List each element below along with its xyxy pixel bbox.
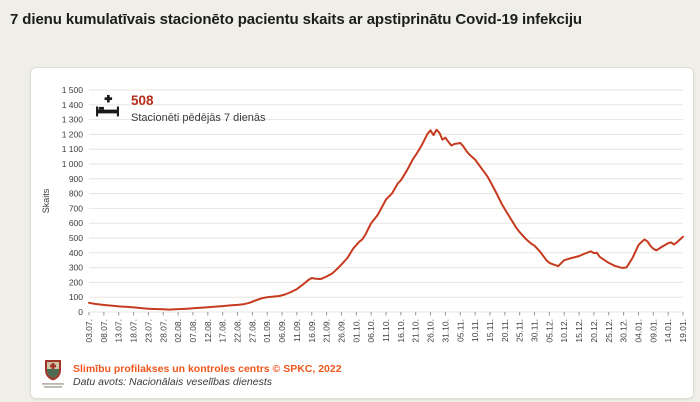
- annotation-value: 508: [131, 93, 154, 108]
- y-tick-label: 400: [69, 248, 83, 258]
- x-tick-label: 28.07.: [158, 319, 168, 343]
- logo-caption-lines: [42, 383, 64, 388]
- x-tick-label: 01.09.: [262, 319, 272, 343]
- line-chart: 0 100 200 300 400 500 600 700 800 900 1 000 1 100 1 …: [41, 85, 688, 343]
- data-source-line: Datu avots: Nacionālais veselības dienes…: [73, 376, 273, 388]
- x-tick-label: 30.12.: [619, 319, 629, 343]
- y-tick-label: 1 000: [62, 159, 84, 169]
- x-tick-label: 08.07.: [99, 319, 109, 343]
- x-tick-label: 01.10.: [351, 319, 361, 343]
- x-tick-label: 21.10.: [411, 319, 421, 343]
- x-tick-label: 02.08.: [173, 319, 183, 343]
- x-tick-label: 07.08.: [188, 319, 198, 343]
- x-tick-label: 11.09.: [292, 319, 302, 342]
- page-title: 7 dienu kumulatīvais stacionēto pacientu…: [10, 11, 582, 28]
- x-tick-label: 10.12.: [559, 319, 569, 343]
- x-tick-label: 06.09.: [277, 319, 287, 343]
- x-tick-label: 23.07.: [143, 319, 153, 343]
- chart-area: 0 100 200 300 400 500 600 700 800 900 1 000 1 100 1 …: [37, 76, 688, 373]
- x-tick-label: 10.11.: [470, 319, 480, 342]
- x-tick-label: 26.09.: [336, 319, 346, 343]
- y-tick-label: 600: [69, 218, 83, 228]
- hospital-bed-plus-icon: [96, 94, 119, 117]
- hospitalized-annotation: 508 Stacionēti pēdējās 7 dienās: [95, 93, 266, 124]
- x-tick-label: 04.01.: [633, 319, 643, 343]
- x-tick-label: 11.10.: [381, 319, 391, 342]
- spkc-logo: [41, 359, 65, 393]
- source-org-line: Slimību profilakses un kontroles centrs …: [73, 362, 342, 375]
- chart-card: 0 100 200 300 400 500 600 700 800 900 1 000 1 100 1 …: [30, 67, 694, 399]
- x-tick-label: 15.12.: [574, 319, 584, 343]
- annotation-texts: 508 Stacionēti pēdējās 7 dienās: [131, 93, 266, 124]
- footer-texts: Slimību profilakses un kontroles centrs …: [73, 363, 342, 389]
- x-tick-label: 27.08.: [247, 319, 257, 343]
- x-tick-label: 17.08.: [218, 319, 228, 343]
- x-tick-label: 20.12.: [589, 319, 599, 343]
- y-tick-label: 1 400: [62, 100, 84, 110]
- y-axis-title: Skaits: [41, 188, 51, 213]
- y-tick-label: 1 100: [62, 144, 84, 154]
- x-tick-label: 06.10.: [366, 319, 376, 343]
- x-tick-label: 16.09.: [307, 319, 317, 343]
- y-tick-label: 500: [69, 233, 83, 243]
- x-tick-label: 22.08.: [233, 319, 243, 343]
- x-tick-label: 21.09.: [322, 319, 332, 343]
- x-tick-label: 05.12.: [544, 319, 554, 343]
- annotation-label: Stacionēti pēdējās 7 dienās: [131, 111, 266, 124]
- x-tick-label: 14.01.: [663, 319, 673, 343]
- x-tick-label: 03.07.: [84, 319, 94, 343]
- x-tick-label: 25.12.: [604, 319, 614, 343]
- y-tick-label: 1 200: [62, 129, 84, 139]
- y-tick-label: 100: [69, 292, 83, 302]
- x-tick-label: 16.10.: [396, 319, 406, 343]
- y-tick-label: 200: [69, 277, 83, 287]
- y-tick-label: 900: [69, 174, 83, 184]
- x-tick-label: 26.10.: [426, 319, 436, 343]
- y-tick-label: 700: [69, 203, 83, 213]
- x-tick-label: 09.01.: [648, 319, 658, 343]
- x-tick-label: 20.11.: [500, 319, 510, 342]
- x-tick-label: 30.11.: [530, 319, 540, 342]
- y-tick-label: 1 500: [62, 85, 84, 95]
- x-tick-label: 31.10.: [440, 319, 450, 343]
- y-tick-label: 0: [78, 307, 83, 317]
- x-tick-label: 13.07.: [114, 319, 124, 343]
- x-tick-label: 12.08.: [203, 319, 213, 343]
- source-footer: Slimību profilakses un kontroles centrs …: [41, 359, 342, 393]
- x-tick-label: 18.07.: [129, 319, 139, 343]
- y-tick-label: 300: [69, 263, 83, 273]
- y-tick-label: 1 300: [62, 115, 84, 125]
- x-tick-label: 25.11.: [515, 319, 525, 342]
- y-tick-label: 800: [69, 189, 83, 199]
- x-tick-label: 05.11.: [455, 319, 465, 342]
- x-tick-label: 15.11.: [485, 319, 495, 342]
- chart-line: [88, 128, 684, 311]
- x-tick-label: 19.01.: [678, 319, 687, 343]
